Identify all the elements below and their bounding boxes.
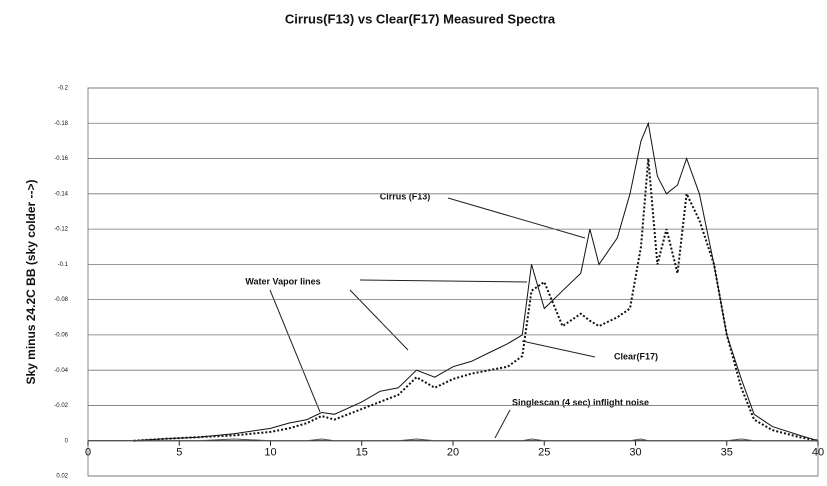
arrow xyxy=(494,409,511,439)
x-tick-label: 25 xyxy=(538,447,550,459)
annotation: Cirrus (F13) xyxy=(380,191,431,201)
arrow xyxy=(521,340,596,358)
x-tick-label: 35 xyxy=(721,447,733,459)
arrow xyxy=(349,289,409,351)
arrow xyxy=(359,279,528,283)
y-tick-label: -0.12 xyxy=(54,227,68,233)
x-tick-label: 40 xyxy=(812,447,824,459)
x-tick-label: 20 xyxy=(447,447,459,459)
y-tick-label: -0.02 xyxy=(54,403,68,409)
x-tick-label: 5 xyxy=(176,447,182,459)
y-tick-label: -0.18 xyxy=(54,121,68,127)
y-tick-label: -0.2 xyxy=(58,86,69,92)
x-tick-label: 30 xyxy=(629,447,641,459)
y-axis-label: Sky minus 24.2C BB (sky colder -->) xyxy=(24,179,38,384)
y-tick-label: 0.02 xyxy=(56,474,68,480)
y-tick-label: -0.1 xyxy=(58,262,69,268)
x-tick-label: 0 xyxy=(85,447,91,459)
x-tick-label: 10 xyxy=(264,447,276,459)
y-tick-label: -0.08 xyxy=(54,297,68,303)
series-line xyxy=(133,158,819,442)
annotation: Singlescan (4 sec) inflight noise xyxy=(512,397,649,407)
chart-title: Cirrus(F13) vs Clear(F17) Measured Spect… xyxy=(285,11,556,26)
y-tick-label: -0.06 xyxy=(54,332,68,338)
y-tick-label: -0.16 xyxy=(54,156,68,162)
series-line xyxy=(133,121,819,442)
annotation: Water Vapor lines xyxy=(245,276,320,286)
arrow xyxy=(269,289,321,413)
x-tick-label: 15 xyxy=(356,447,368,459)
y-tick-label: 0 xyxy=(65,438,69,444)
y-tick-label: -0.04 xyxy=(54,368,68,374)
y-tick-label: -0.14 xyxy=(54,191,68,197)
plot-area xyxy=(87,87,819,477)
series-line xyxy=(133,438,818,442)
arrow xyxy=(447,197,586,239)
annotation: Clear(F17) xyxy=(614,351,658,361)
